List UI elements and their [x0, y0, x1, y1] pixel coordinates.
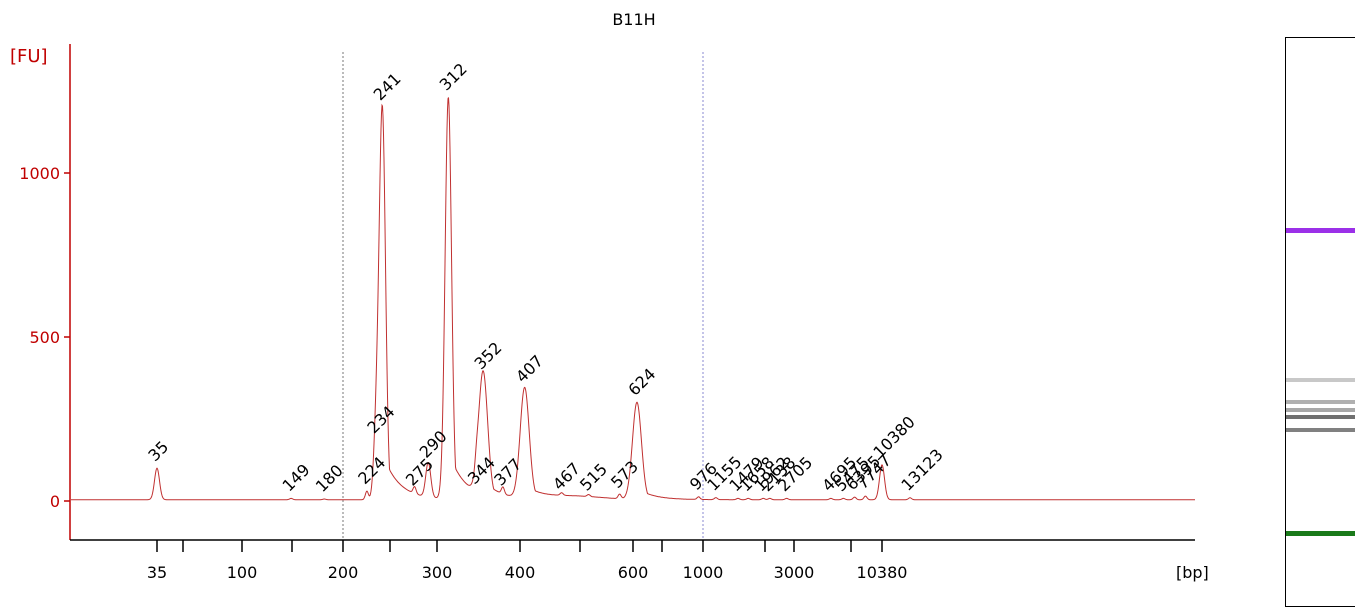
peak-label: 312 [436, 59, 471, 94]
x-axis-label: [bp] [1176, 563, 1209, 582]
peak-label: 10380 [869, 412, 918, 461]
electropherogram-trace [71, 97, 1195, 501]
gel-band [1286, 377, 1355, 382]
x-tick-label: 35 [147, 563, 167, 582]
peak-label: 149 [279, 460, 314, 495]
y-tick-label: 0 [50, 492, 60, 511]
x-tick-label: 10380 [857, 563, 908, 582]
electropherogram-chart: B11H [FU] [bp] 0 500 1000 35 100 200 300 400 600… [10, 10, 1209, 582]
peak-label: 515 [576, 460, 611, 495]
gel-band [1286, 428, 1355, 433]
peak-label: 224 [354, 453, 389, 488]
x-tick-label: 300 [422, 563, 453, 582]
x-tick-label: 1000 [683, 563, 724, 582]
peak-label: 407 [512, 351, 547, 386]
peak-label: 573 [607, 457, 642, 492]
gel-band [1286, 400, 1355, 405]
x-tick-label: 200 [328, 563, 359, 582]
y-tick-label: 1000 [19, 164, 60, 183]
gel-band [1286, 531, 1355, 536]
x-tick-label: 3000 [774, 563, 815, 582]
peak-label: 241 [370, 69, 405, 104]
x-tick-label: 600 [618, 563, 649, 582]
gel-band [1286, 228, 1355, 233]
peak-label: 234 [363, 402, 398, 437]
y-axis-label: [FU] [10, 46, 48, 67]
y-tick-label: 500 [29, 328, 60, 347]
chart-title: B11H [612, 10, 655, 29]
gel-band [1286, 414, 1355, 419]
peak-label: 624 [624, 364, 659, 399]
x-tick-label: 100 [227, 563, 258, 582]
peak-label: 180 [312, 461, 347, 496]
peak-label: 344 [464, 453, 499, 488]
gridlines [342, 52, 704, 540]
gel-band [1286, 408, 1355, 413]
peak-label: 467 [549, 459, 584, 494]
axes: 0 500 1000 35 100 200 300 400 600 1000 3000 10380 [19, 44, 1195, 582]
peak-label: 352 [471, 338, 506, 373]
peak-label: 13123 [897, 445, 946, 494]
peak-label: 35 [144, 437, 172, 465]
peak-label: 377 [490, 455, 525, 490]
gel-lane [1285, 37, 1355, 607]
x-tick-label: 400 [505, 563, 536, 582]
trace-line [71, 97, 1195, 501]
